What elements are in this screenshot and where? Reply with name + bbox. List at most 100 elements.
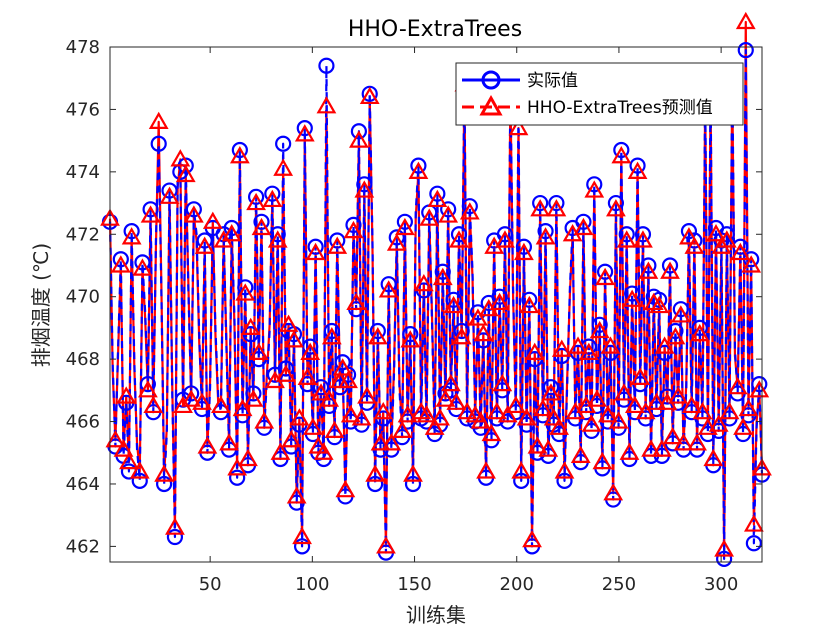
actual-data-point bbox=[686, 232, 703, 249]
legend-actual-marker bbox=[481, 70, 501, 90]
predicted-data-point bbox=[706, 224, 726, 242]
predicted-data-point bbox=[232, 398, 253, 417]
predicted-data-point bbox=[600, 336, 621, 354]
predicted-data-point bbox=[587, 389, 607, 407]
predicted-data-point bbox=[573, 217, 594, 236]
predicted-data-point bbox=[641, 439, 661, 457]
actual-data-point bbox=[745, 535, 762, 552]
actual-data-point bbox=[751, 375, 768, 393]
predicted-data-point bbox=[476, 461, 496, 479]
predicted-data-point bbox=[670, 305, 691, 323]
predicted-data-point bbox=[549, 417, 569, 435]
predicted-data-point bbox=[376, 536, 396, 554]
y-tick-label: 476 bbox=[66, 99, 100, 120]
actual-data-point bbox=[618, 226, 635, 243]
predicted-data-point bbox=[311, 383, 331, 401]
plot-frame bbox=[109, 46, 763, 563]
actual-data-point bbox=[131, 472, 148, 489]
actual-data-point bbox=[640, 257, 657, 274]
predicted-data-point bbox=[687, 433, 707, 451]
predicted-data-point bbox=[273, 158, 294, 176]
actual-data-point bbox=[312, 379, 330, 396]
actual-data-point bbox=[185, 201, 202, 218]
actual-data-point bbox=[402, 326, 419, 343]
predicted-data-point bbox=[313, 442, 334, 460]
predicted-data-point bbox=[408, 161, 429, 179]
predicted-data-point bbox=[321, 327, 342, 345]
predicted-data-point bbox=[248, 342, 269, 360]
actual-data-point bbox=[253, 213, 270, 230]
predicted-data-point bbox=[514, 242, 534, 261]
predicted-data-point bbox=[679, 227, 699, 245]
predicted-data-point bbox=[243, 389, 264, 407]
predicted-data-point bbox=[175, 164, 196, 183]
x-tick-label: 100 bbox=[295, 574, 329, 595]
predicted-data-point bbox=[481, 423, 502, 442]
predicted-data-point bbox=[238, 448, 258, 467]
predicted-data-point bbox=[646, 392, 667, 410]
predicted-data-point bbox=[652, 439, 672, 457]
predicted-data-point bbox=[359, 86, 380, 105]
predicted-data-point bbox=[519, 295, 540, 314]
predicted-data-point bbox=[530, 199, 551, 217]
actual-data-point bbox=[410, 157, 427, 174]
actual-data-point bbox=[440, 201, 457, 218]
predicted-data-point bbox=[516, 408, 537, 426]
actual-data-point bbox=[591, 316, 608, 333]
x-tick-label: 50 bbox=[199, 574, 222, 595]
x-tick-label: 200 bbox=[500, 574, 534, 595]
predicted-data-point bbox=[378, 280, 399, 298]
predicted-data-point bbox=[681, 395, 702, 414]
predicted-data-point bbox=[113, 439, 134, 457]
predicted-data-point bbox=[633, 230, 653, 248]
predicted-data-point bbox=[343, 220, 364, 239]
actual-data-point bbox=[429, 185, 446, 202]
predicted-data-point bbox=[627, 161, 648, 179]
predicted-data-point bbox=[440, 373, 461, 392]
x-axis-label: 训练集 bbox=[406, 603, 466, 627]
predicted-data-point bbox=[305, 242, 326, 261]
actual-data-point bbox=[607, 194, 625, 212]
predicted-data-point bbox=[541, 383, 561, 401]
actual-data-point bbox=[691, 319, 708, 337]
actual-data-point bbox=[123, 223, 140, 240]
predicted-data-point bbox=[346, 292, 367, 311]
actual-data-point bbox=[345, 216, 362, 234]
actual-data-point bbox=[624, 285, 641, 302]
predicted-data-point bbox=[592, 451, 613, 470]
predicted-data-point bbox=[267, 230, 288, 248]
predicted-data-point bbox=[194, 236, 215, 254]
predicted-data-point bbox=[170, 149, 191, 167]
predicted-data-point bbox=[497, 405, 518, 423]
predicted-data-point bbox=[319, 389, 340, 407]
predicted-data-point bbox=[340, 405, 361, 423]
actual-data-point bbox=[237, 279, 254, 296]
predicted-data-point bbox=[140, 205, 161, 223]
actual-data-point bbox=[277, 360, 294, 377]
predicted-data-point bbox=[622, 289, 643, 307]
actual-data-point bbox=[183, 385, 200, 402]
legend: 实际值 HHO-ExtraTrees预测值 bbox=[455, 62, 744, 126]
actual-data-point bbox=[613, 141, 630, 159]
predicted-data-point bbox=[589, 320, 610, 339]
predicted-data-point bbox=[227, 458, 248, 476]
predicted-data-point bbox=[714, 539, 735, 557]
predicted-data-point bbox=[511, 461, 532, 479]
predicted-data-point bbox=[284, 330, 304, 348]
actual-data-point bbox=[515, 238, 533, 255]
predicted-data-point bbox=[730, 242, 751, 261]
x-tick-label: 250 bbox=[602, 574, 636, 595]
predicted-data-point bbox=[505, 395, 526, 414]
predicted-data-point bbox=[459, 202, 480, 220]
actual-data-point bbox=[491, 288, 508, 305]
predicted-data-point bbox=[251, 217, 272, 236]
predicted-data-point bbox=[357, 386, 377, 404]
predicted-data-point bbox=[192, 392, 212, 410]
predicted-data-point bbox=[159, 186, 180, 204]
predicted-data-point bbox=[294, 124, 315, 142]
y-tick-label: 464 bbox=[66, 474, 100, 495]
predicted-data-point bbox=[292, 526, 312, 545]
predicted-data-point bbox=[110, 255, 131, 273]
predicted-data-point bbox=[606, 199, 626, 217]
